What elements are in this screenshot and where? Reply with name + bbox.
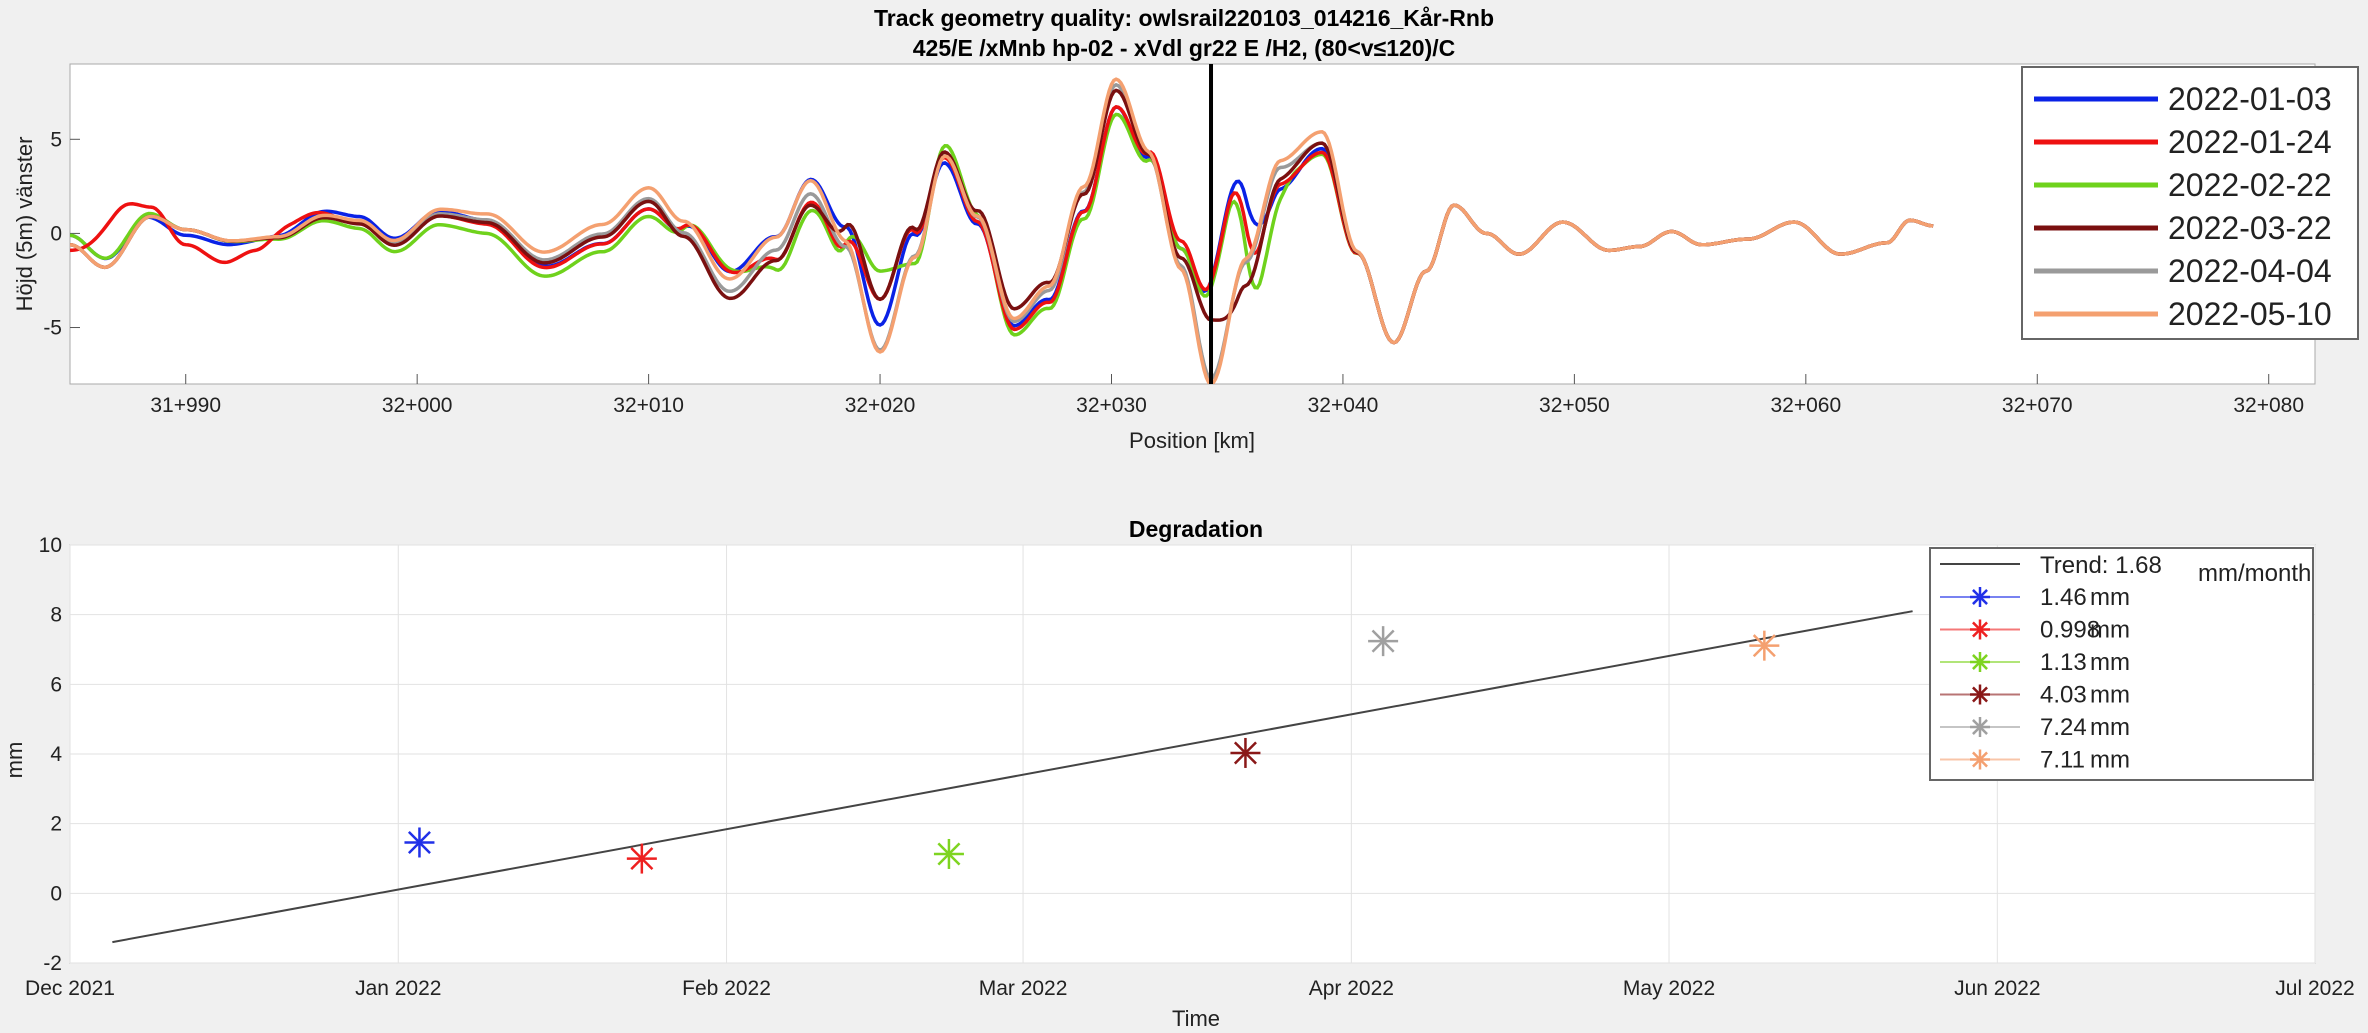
legend-point-unit: mm: [2090, 649, 2130, 676]
top-x-tick-label: 32+010: [613, 394, 684, 417]
bottom-y-tick-label: 2: [50, 813, 62, 836]
star-stroke: [1233, 741, 1257, 765]
top-chart-title: Track geometry quality: owlsrail220103_0…: [874, 5, 1494, 31]
top-legend: 2022-01-03 2022-01-24 2022-02-22 2022-03-22…: [2021, 66, 2359, 340]
bottom-x-tick-label: Jan 2022: [355, 977, 441, 1000]
top-x-tick-label: 31+990: [150, 394, 221, 417]
top-x-tick-label: 32+000: [382, 394, 453, 417]
legend-label: 2022-03-22: [2168, 210, 2332, 246]
legend-point-marker: [1970, 717, 1990, 737]
top-x-tick-label: 32+060: [1770, 394, 1841, 417]
star-stroke: [1972, 589, 1988, 605]
bottom-legend-box: [1929, 547, 2314, 781]
bottom-x-tick-label: Jun 2022: [1954, 977, 2040, 1000]
legend-point-unit: mm: [2090, 747, 2130, 774]
top-x-tick-label: 32+030: [1076, 394, 1147, 417]
bottom-x-tick-label: Dec 2021: [25, 977, 115, 1000]
top-x-tick-label: 32+020: [845, 394, 916, 417]
data-point-2022-01-24: [626, 843, 657, 874]
legend-trend-label: Trend: 1.68: [2040, 552, 2162, 579]
bottom-points-group: [404, 626, 1780, 874]
bottom-x-tick-label: Jul 2022: [2275, 977, 2354, 1000]
star-stroke: [1972, 621, 1988, 638]
legend-label: 2022-01-24: [2168, 124, 2332, 160]
bottom-y-tick-label: 4: [50, 743, 62, 766]
star-stroke: [1972, 751, 1988, 768]
bottom-x-tick-label: Feb 2022: [682, 977, 771, 1000]
legend-point-marker: [1970, 652, 1990, 672]
series-line-2022-05-10: [70, 77, 1934, 384]
legend-point-value: 4.03: [2040, 682, 2087, 709]
top-y-tick-label: 0: [50, 222, 62, 245]
bottom-x-tick-label: Apr 2022: [1309, 977, 1394, 1000]
legend-trend-unit: mm/month: [2198, 560, 2311, 587]
legend-point-marker: [1970, 619, 1990, 640]
bottom-chart-title: Degradation: [1129, 516, 1263, 542]
data-point-2022-02-22: [933, 838, 964, 869]
top-x-tick-label: 32+070: [2002, 394, 2073, 417]
bottom-y-axis-label: mm: [2, 742, 27, 779]
top-y-tick-label: -5: [43, 317, 62, 340]
legend-point-value: 7.24: [2040, 714, 2087, 741]
legend-point-value: 7.11: [2040, 747, 2085, 774]
star-stroke: [1752, 634, 1776, 658]
star-stroke: [937, 842, 961, 866]
legend-point-unit: mm: [2090, 584, 2130, 611]
trend-line: [112, 610, 1913, 944]
data-point-2022-05-10: [1749, 630, 1780, 661]
legend-point-unit: mm: [2090, 617, 2130, 644]
top-series-group: [70, 77, 1934, 384]
top-x-tick-label: 32+040: [1308, 394, 1379, 417]
legend-label: 2022-04-04: [2168, 253, 2332, 289]
top-y-axis: -5 0 5: [43, 128, 80, 340]
data-point-2022-01-03: [404, 827, 435, 858]
legend-label: 2022-02-22: [2168, 167, 2332, 203]
star-stroke: [1972, 719, 1988, 735]
star-stroke: [1371, 629, 1395, 653]
bottom-y-tick-label: 8: [50, 604, 62, 627]
bottom-x-tick-label: Mar 2022: [979, 977, 1068, 1000]
top-chart-subtitle: 425/E /xMnb hp-02 - xVdl gr22 E /H2, (80…: [913, 35, 1455, 61]
legend-label: 2022-01-03: [2168, 81, 2332, 117]
legend-point-unit: mm: [2090, 714, 2130, 741]
bottom-x-tick-label: May 2022: [1623, 977, 1715, 1000]
legend-point-unit: mm: [2090, 682, 2130, 709]
legend-label: 2022-05-10: [2168, 296, 2332, 332]
legend-point-value: 1.13: [2040, 649, 2087, 676]
top-y-axis-label: Höjd (5m) vänster: [12, 137, 37, 312]
star-stroke: [1972, 686, 1988, 703]
legend-point-marker: [1970, 684, 1990, 705]
star-stroke: [1972, 654, 1988, 670]
star-stroke: [630, 847, 654, 871]
data-point-2022-04-04: [1368, 626, 1399, 657]
bottom-y-tick-label: 0: [50, 882, 62, 905]
top-x-axis-label: Position [km]: [1129, 428, 1255, 453]
top-x-tick-label: 32+050: [1539, 394, 1610, 417]
legend-point-value: 1.46: [2040, 584, 2087, 611]
top-legend-box: [2021, 66, 2359, 340]
bottom-y-axis: -2 0 2 4 6 8 10: [39, 534, 63, 975]
top-x-axis: 31+990 32+000 32+010 32+020 32+030 32+040 32+0…: [150, 374, 2304, 417]
top-x-tick-label: 32+080: [2233, 394, 2304, 417]
legend-point-value: 0.998: [2040, 617, 2100, 644]
legend-point-marker: [1970, 749, 1990, 770]
bottom-x-axis: Dec 2021 Jan 2022 Feb 2022 Mar 2022 Apr 2022…: [25, 977, 2355, 1000]
top-plot-area: [69, 63, 2316, 385]
bottom-y-tick-label: 6: [50, 673, 62, 696]
top-y-tick-label: 5: [50, 128, 62, 151]
star-stroke: [407, 830, 431, 854]
bottom-x-axis-label: Time: [1172, 1006, 1220, 1028]
data-point-2022-03-22: [1230, 737, 1261, 768]
bottom-y-tick-label: 10: [39, 534, 62, 557]
bottom-y-tick-label: -2: [43, 952, 62, 975]
legend-point-marker: [1970, 587, 1990, 607]
